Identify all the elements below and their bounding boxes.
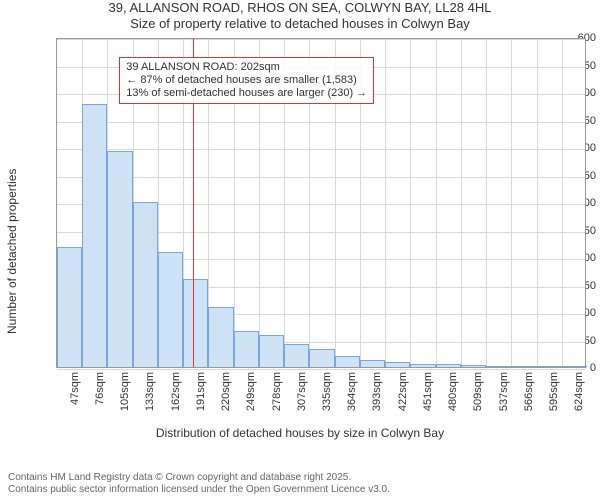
- x-tick-label: 422sqm: [397, 372, 409, 411]
- x-tick-label: 451sqm: [422, 372, 434, 411]
- title-line-2: Size of property relative to detached ho…: [0, 16, 600, 32]
- histogram-bar: [259, 335, 284, 367]
- grid-line: [537, 39, 538, 367]
- plot-area: 39 ALLANSON ROAD: 202sqm← 87% of detache…: [56, 38, 586, 368]
- histogram-bar: [234, 331, 259, 367]
- grid-line: [57, 149, 585, 150]
- grid-line: [57, 122, 585, 123]
- title-line-1: 39, ALLANSON ROAD, RHOS ON SEA, COLWYN B…: [0, 0, 600, 16]
- x-tick-label: 595sqm: [548, 372, 560, 411]
- x-tick-label: 393sqm: [371, 372, 383, 411]
- x-tick-label: 509sqm: [472, 372, 484, 411]
- histogram-bar: [133, 202, 158, 367]
- x-tick-label: 278sqm: [271, 372, 283, 411]
- grid-line: [486, 39, 487, 367]
- annotation-line: 13% of semi-detached houses are larger (…: [126, 87, 367, 100]
- x-tick-label: 220sqm: [220, 372, 232, 411]
- x-tick-label: 566sqm: [523, 372, 535, 411]
- grid-line: [461, 39, 462, 367]
- footer-attribution: Contains HM Land Registry data © Crown c…: [8, 472, 390, 496]
- histogram-bar: [107, 151, 132, 367]
- x-tick-label: 249sqm: [245, 372, 257, 411]
- x-tick-label: 335sqm: [321, 372, 333, 411]
- histogram-bar: [284, 344, 309, 367]
- histogram-bar: [360, 360, 385, 367]
- histogram-bar: [309, 349, 334, 367]
- histogram-bar: [537, 366, 562, 367]
- grid-line: [385, 39, 386, 367]
- footer-line-2: Contains public sector information licen…: [8, 484, 390, 496]
- x-tick-label: 105sqm: [119, 372, 131, 411]
- histogram-bar: [461, 365, 486, 367]
- chart-container: Number of detached properties 0501001502…: [0, 34, 600, 464]
- grid-line: [436, 39, 437, 367]
- x-tick-label: 364sqm: [346, 372, 358, 411]
- grid-line: [57, 39, 585, 40]
- annotation-line: 39 ALLANSON ROAD: 202sqm: [126, 61, 367, 74]
- x-tick-label: 133sqm: [144, 372, 156, 411]
- x-tick-label: 307sqm: [296, 372, 308, 411]
- histogram-bar: [410, 364, 435, 367]
- histogram-bar: [486, 366, 511, 367]
- grid-line: [57, 177, 585, 178]
- annotation-line: ← 87% of detached houses are smaller (1,…: [126, 74, 367, 87]
- x-tick-label: 47sqm: [69, 372, 81, 405]
- chart-figure: 39, ALLANSON ROAD, RHOS ON SEA, COLWYN B…: [0, 0, 600, 500]
- y-axis-title: Number of detached properties: [5, 169, 19, 334]
- histogram-bar: [183, 279, 208, 367]
- grid-line: [511, 39, 512, 367]
- x-axis-title: Distribution of detached houses by size …: [0, 426, 600, 440]
- histogram-bar: [436, 364, 461, 367]
- histogram-bar: [562, 366, 587, 367]
- x-tick-label: 624sqm: [573, 372, 585, 411]
- x-tick-label: 162sqm: [170, 372, 182, 411]
- grid-line: [57, 369, 585, 370]
- histogram-bar: [385, 362, 410, 368]
- histogram-bar: [335, 356, 360, 367]
- histogram-bar: [57, 247, 82, 367]
- x-tick-label: 191sqm: [195, 372, 207, 411]
- reference-annotation: 39 ALLANSON ROAD: 202sqm← 87% of detache…: [119, 57, 374, 104]
- grid-line: [410, 39, 411, 367]
- histogram-bar: [82, 104, 107, 367]
- x-tick-label: 76sqm: [94, 372, 106, 405]
- histogram-bar: [158, 252, 183, 368]
- x-tick-label: 480sqm: [447, 372, 459, 411]
- histogram-bar: [511, 366, 536, 367]
- footer-line-1: Contains HM Land Registry data © Crown c…: [8, 472, 390, 484]
- x-tick-label: 537sqm: [498, 372, 510, 411]
- histogram-bar: [208, 307, 233, 368]
- grid-line: [562, 39, 563, 367]
